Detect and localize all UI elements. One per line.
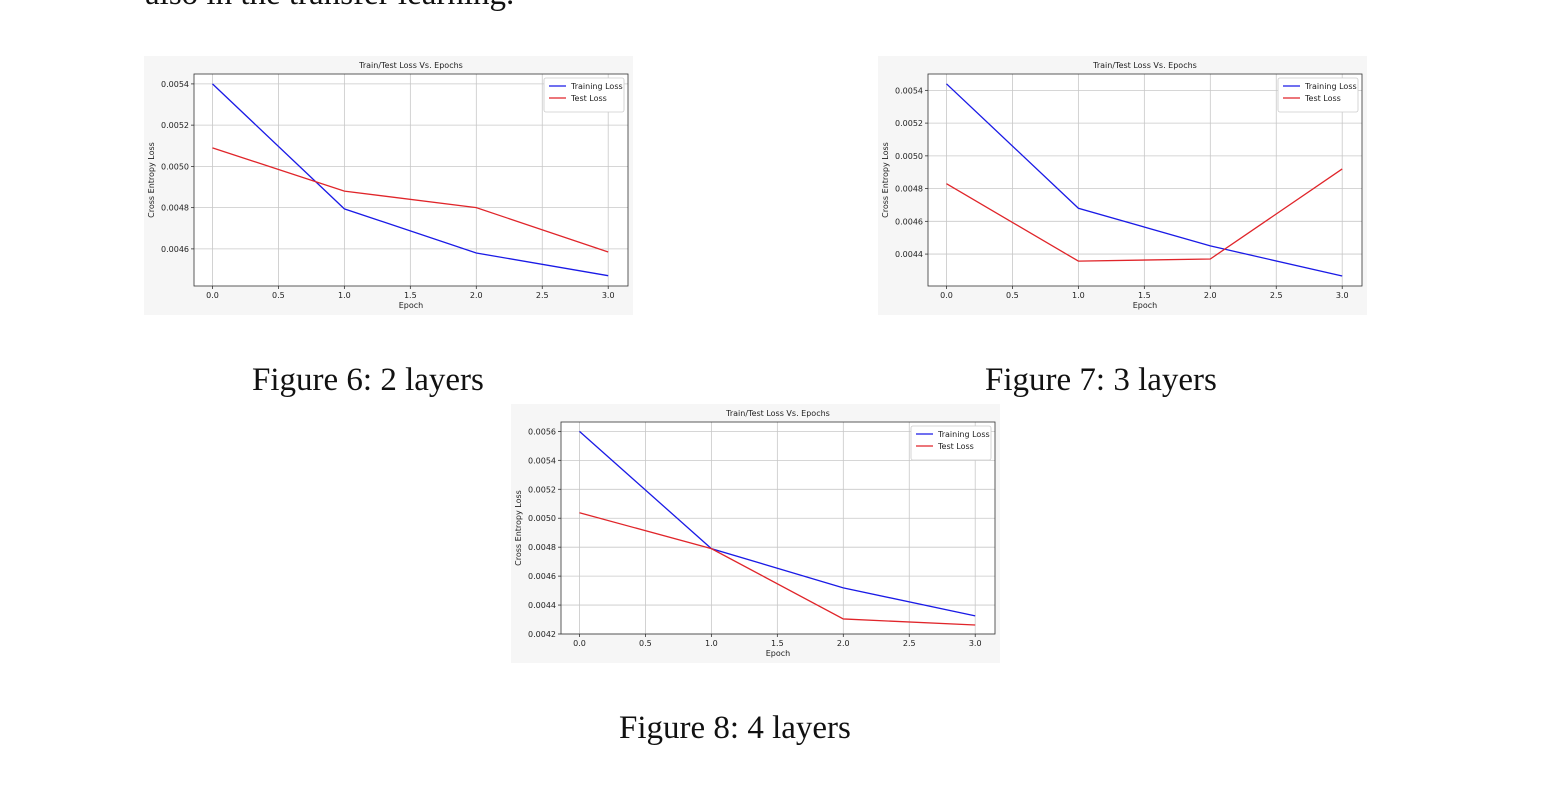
chart: 0.0044 0.0046 0.0048 0.0050 0.0052 0.0054 0.0 0… (878, 56, 1367, 315)
x-tick-label: 2.5 (903, 639, 916, 648)
y-axis-label: Cross Entropy Loss (514, 490, 523, 566)
x-axis-label: Epoch (1133, 301, 1158, 310)
legend-label: Training Loss (1304, 82, 1357, 91)
x-tick-label: 3.0 (1336, 291, 1349, 300)
y-tick-label: 0.0052 (161, 121, 189, 130)
caption: Figure 8: 4 layers (619, 710, 851, 746)
y-tick-label: 0.0052 (895, 119, 923, 128)
plot-frame (560, 421, 996, 635)
x-tick-label: 0.0 (206, 291, 219, 300)
x-tick-label: 0.0 (573, 639, 586, 648)
x-tick-label: 2.0 (837, 639, 850, 648)
x-axis-label: Epoch (399, 301, 424, 310)
legend-label: Training Loss (937, 430, 990, 439)
x-tick-label: 1.5 (404, 291, 417, 300)
x-axis-label: Epoch (766, 649, 791, 658)
legend-label: Test Loss (937, 442, 974, 451)
y-tick-label: 0.0048 (528, 543, 556, 552)
chart-title: Train/Test Loss Vs. Epochs (358, 61, 463, 70)
y-tick-label: 0.0050 (895, 152, 923, 161)
line-series (946, 168, 1343, 262)
x-tick-label: 1.0 (338, 291, 351, 300)
y-tick-label: 0.0056 (528, 427, 556, 436)
line-series (212, 147, 609, 253)
x-tick-label: 0.5 (1006, 291, 1019, 300)
y-tick-label: 0.0054 (528, 456, 556, 465)
x-tick-label: 0.5 (639, 639, 652, 648)
x-tick-label: 2.0 (470, 291, 483, 300)
line-series (579, 430, 976, 617)
x-tick-label: 0.5 (272, 291, 285, 300)
x-tick-label: 2.5 (536, 291, 549, 300)
y-tick-label: 0.0046 (528, 572, 556, 581)
x-tick-label: 2.5 (1270, 291, 1283, 300)
caption: Figure 6: 2 layers (252, 362, 484, 398)
y-tick-label: 0.0050 (528, 514, 556, 523)
y-tick-label: 0.0044 (895, 250, 923, 259)
caption: Figure 7: 3 layers (985, 362, 1217, 398)
plot-frame (927, 73, 1363, 287)
chart-title: Train/Test Loss Vs. Epochs (725, 409, 830, 418)
legend-label: Test Loss (570, 94, 607, 103)
y-tick-label: 0.0050 (161, 162, 189, 171)
line-series (579, 512, 976, 626)
chart: 0.0046 0.0048 0.0050 0.0052 0.0054 0.0 0.5 1.0 1… (144, 56, 633, 315)
y-tick-label: 0.0048 (161, 204, 189, 213)
x-tick-label: 1.0 (1072, 291, 1085, 300)
x-tick-label: 3.0 (602, 291, 615, 300)
y-tick-label: 0.0044 (528, 601, 556, 610)
legend-label: Test Loss (1304, 94, 1341, 103)
y-tick-label: 0.0054 (161, 80, 189, 89)
x-tick-label: 3.0 (969, 639, 982, 648)
y-tick-label: 0.0052 (528, 485, 556, 494)
body-text: also in the transfer learning. (145, 0, 514, 13)
y-tick-label: 0.0046 (161, 245, 189, 254)
x-tick-label: 1.5 (1138, 291, 1151, 300)
chart-title: Train/Test Loss Vs. Epochs (1092, 61, 1197, 70)
y-axis-label: Cross Entropy Loss (881, 142, 890, 218)
y-axis-label: Cross Entropy Loss (147, 142, 156, 218)
chart: 0.00420.00440.00460.00480.00500.00520.00… (511, 404, 1000, 663)
legend-label: Training Loss (570, 82, 623, 91)
plot-frame (193, 73, 629, 287)
y-tick-label: 0.0042 (528, 630, 556, 639)
y-tick-label: 0.0046 (895, 217, 923, 226)
x-tick-label: 1.5 (771, 639, 784, 648)
x-tick-label: 2.0 (1204, 291, 1217, 300)
x-tick-label: 0.0 (940, 291, 953, 300)
line-series (946, 83, 1343, 277)
y-tick-label: 0.0048 (895, 185, 923, 194)
x-tick-label: 1.0 (705, 639, 718, 648)
line-series (212, 83, 609, 277)
y-tick-label: 0.0054 (895, 86, 923, 95)
